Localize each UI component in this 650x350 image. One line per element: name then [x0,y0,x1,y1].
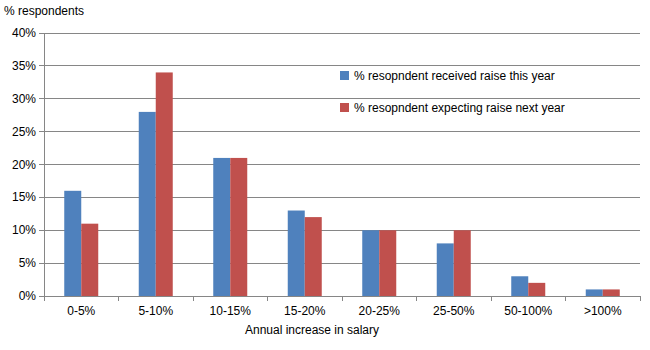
bar [288,211,305,296]
bar [230,158,247,296]
y-tick-label: 0% [19,289,37,303]
legend-label: % resopndent expecting raise next year [354,101,565,115]
y-tick [39,33,44,34]
bar [454,230,471,296]
y-axis-line [44,33,45,296]
y-tick-label: 40% [12,26,36,40]
bar [603,289,620,296]
bar [305,217,322,296]
x-tick [267,296,268,301]
x-tick-label: 10-15% [210,304,252,318]
x-tick-label: 5-10% [138,304,173,318]
grid [44,33,640,296]
y-axis-title: % respondents [4,4,84,18]
chart-container: 0% 5% 10% 15% 20% 25% 30% 35% 40% 0-5% 5-10% 10-15%… [0,0,650,350]
grid-line [44,197,640,198]
x-tick [44,296,45,301]
bar [139,112,156,296]
bar [213,158,230,296]
x-tick [193,296,194,301]
y-tick [39,197,44,198]
y-tick-label: 30% [12,92,36,106]
legend-label: % resopndent received raise this year [354,69,555,83]
x-axis-title: Annual increase in salary [245,323,379,337]
bar [437,243,454,296]
x-tick [342,296,343,301]
grid-line [44,164,640,165]
grid-line [44,33,640,34]
y-tick [39,263,44,264]
x-tick-label: 0-5% [67,304,95,318]
x-tick [118,296,119,301]
y-tick [39,164,44,165]
y-tick-label: 20% [12,158,36,172]
y-tick [39,230,44,231]
y-tick-label: 5% [19,256,37,270]
x-tick [416,296,417,301]
chart: 0% 5% 10% 15% 20% 25% 30% 35% 40% 0-5% 5-10% 10-15%… [0,0,650,350]
bar [64,191,81,296]
bar [362,230,379,296]
bar [81,224,98,296]
x-tick-label: >100% [584,304,622,318]
x-tick [491,296,492,301]
bar [511,276,528,296]
y-tick-label: 25% [12,125,36,139]
x-tick-label: 15-20% [284,304,326,318]
axes: 0% 5% 10% 15% 20% 25% 30% 35% 40% 0-5% 5-10% 10-15%… [12,26,640,318]
y-tick [39,65,44,66]
legend: % resopndent received raise this year % r… [340,69,565,115]
legend-swatch [340,103,349,112]
y-tick-label: 35% [12,59,36,73]
bar [528,283,545,296]
x-tick [640,296,641,301]
x-tick-label: 25-50% [433,304,475,318]
x-tick-label: 20-25% [359,304,401,318]
grid-line [44,131,640,132]
bars [64,72,620,296]
grid-line [44,263,640,264]
x-tick-label: 50-100% [504,304,552,318]
y-tick-label: 10% [12,223,36,237]
grid-line [44,65,640,66]
bar [586,289,603,296]
y-tick [39,296,44,297]
bar [156,72,173,296]
bar [379,230,396,296]
y-tick [39,98,44,99]
legend-swatch [340,71,349,80]
grid-line [44,98,640,99]
y-tick [39,131,44,132]
grid-line [44,230,640,231]
y-tick-label: 15% [12,190,36,204]
x-tick [565,296,566,301]
